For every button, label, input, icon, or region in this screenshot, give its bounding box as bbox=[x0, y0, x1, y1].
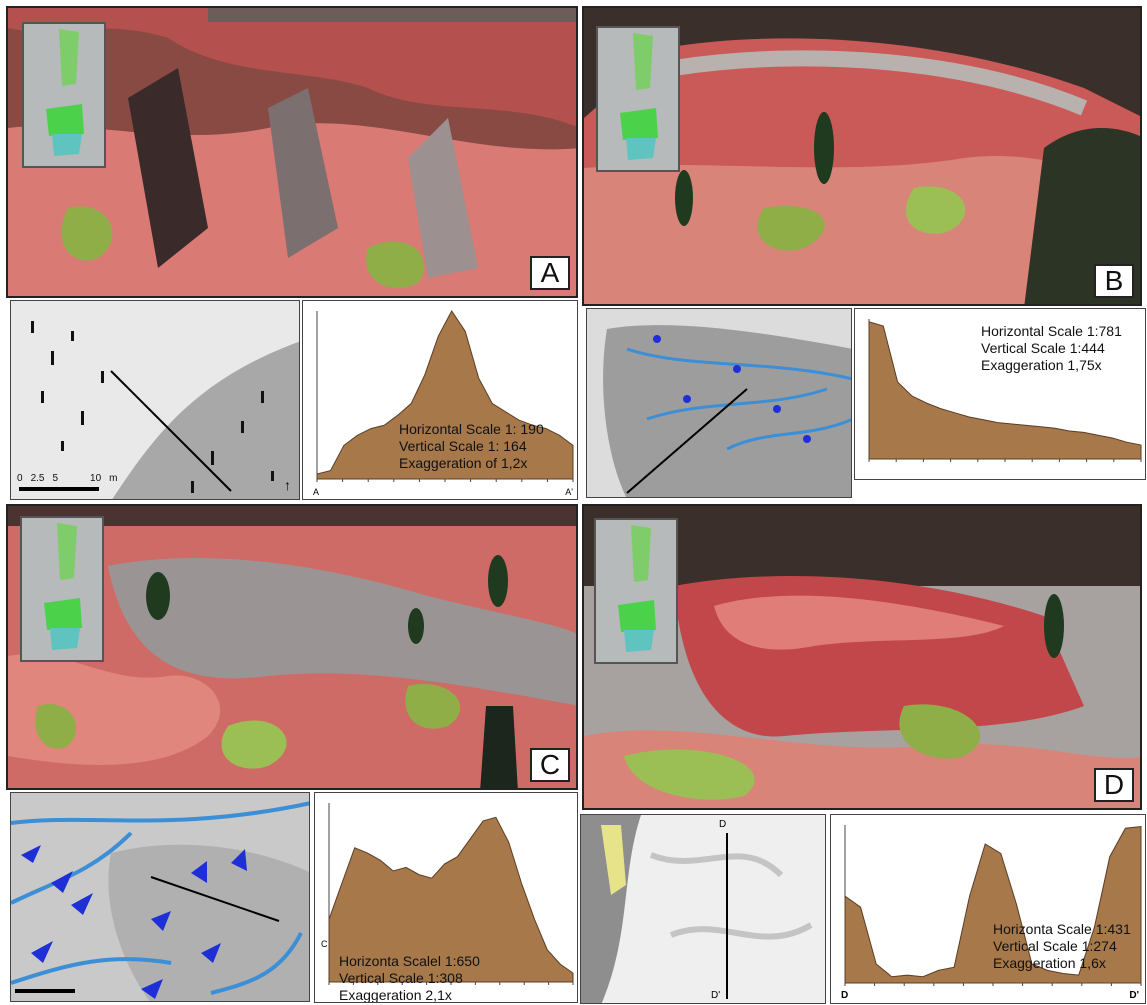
panel-a-scale-bar-labels: 0 2.5 5 10 m bbox=[17, 473, 118, 484]
scale-label-3: 10 bbox=[90, 473, 102, 484]
panel-b-horizontal-scale: Horizontal Scale 1:781 bbox=[981, 323, 1122, 339]
panel-a-profile-end: A' bbox=[565, 487, 573, 497]
panel-a-profile-map: 0 2.5 5 10 m ↑ bbox=[10, 300, 300, 500]
panel-b-vertical-scale: Vertical Scale 1:444 bbox=[981, 340, 1105, 356]
panel-c-3d-view: C bbox=[6, 504, 578, 790]
panel-a-3d-view: A bbox=[6, 6, 578, 298]
panel-d-profile-start: D bbox=[841, 990, 849, 1001]
panel-c-profile-start: C bbox=[321, 939, 328, 949]
panel-d-map-top-label: D bbox=[719, 819, 727, 830]
panel-d-elevation-profile: Horizonta Scale 1:431 Vertical Scale 1:2… bbox=[830, 814, 1146, 1004]
panel-d-horizontal-scale: Horizonta Scale 1:431 bbox=[993, 921, 1131, 937]
panel-c-terrain bbox=[8, 506, 576, 788]
panel-d-vertical-scale: Vertical Scale 1:274 bbox=[993, 938, 1117, 954]
panel-b-terrain bbox=[584, 8, 1140, 304]
panel-b-elevation-profile: Horizontal Scale 1:781 Vertical Scale 1:… bbox=[854, 308, 1146, 480]
panel-d-profile-map: D D' bbox=[580, 814, 826, 1004]
panel-c-elevation-profile: Horizonta Scalel 1:650 Vertical Scale 1:… bbox=[314, 792, 578, 1003]
scale-unit: m bbox=[109, 473, 118, 484]
panel-a-location-inset bbox=[22, 22, 106, 168]
panel-c-vertical-scale: Vertical Scale 1:308 bbox=[339, 970, 463, 986]
panel-d-profile-end: D' bbox=[1129, 990, 1139, 1001]
panel-b-3d-view: B bbox=[582, 6, 1142, 306]
panel-a-vertical-scale: Vertical Scale 1: 164 bbox=[399, 438, 527, 454]
panel-d-exaggeration: Exaggeration 1,6x bbox=[993, 955, 1106, 971]
panel-b-letter: B bbox=[1094, 264, 1134, 298]
panel-c-horizontal-scale: Horizonta Scalel 1:650 bbox=[339, 953, 480, 969]
scale-label-2: 5 bbox=[52, 473, 59, 484]
panel-a-letter: A bbox=[530, 256, 570, 290]
panel-b-exaggeration: Exaggeration 1,75x bbox=[981, 357, 1102, 373]
panel-a-elevation-profile: Horizontal Scale 1: 190 Vertical Scale 1… bbox=[302, 300, 578, 500]
panel-d-3d-view: D bbox=[582, 504, 1142, 810]
profile-area bbox=[316, 310, 574, 480]
profile-area bbox=[844, 826, 1142, 984]
profile-area bbox=[328, 816, 574, 983]
panel-b-location-inset bbox=[596, 26, 680, 172]
panel-a-profile-start: A bbox=[313, 487, 320, 497]
north-arrow-icon: ↑ bbox=[284, 477, 291, 493]
panel-c-profile-map bbox=[10, 792, 310, 1002]
panel-d-letter: D bbox=[1094, 768, 1134, 802]
panel-a-horizontal-scale: Horizontal Scale 1: 190 bbox=[399, 421, 544, 437]
profile-area bbox=[868, 321, 1142, 460]
panel-a-exaggeration: Exaggeration of 1,2x bbox=[399, 455, 528, 471]
panel-a-terrain bbox=[8, 8, 576, 296]
panel-b-profile-map bbox=[586, 308, 852, 498]
panel-d-map-bottom-label: D' bbox=[711, 990, 721, 1001]
panel-c-letter: C bbox=[530, 748, 570, 782]
panel-d-location-inset bbox=[594, 518, 678, 664]
scale-label-0: 0 bbox=[17, 473, 23, 484]
panel-c-location-inset bbox=[20, 516, 104, 662]
scale-label-1: 2.5 bbox=[30, 473, 45, 484]
panel-c-exaggeration: Exaggeration 2,1x bbox=[339, 987, 452, 1003]
